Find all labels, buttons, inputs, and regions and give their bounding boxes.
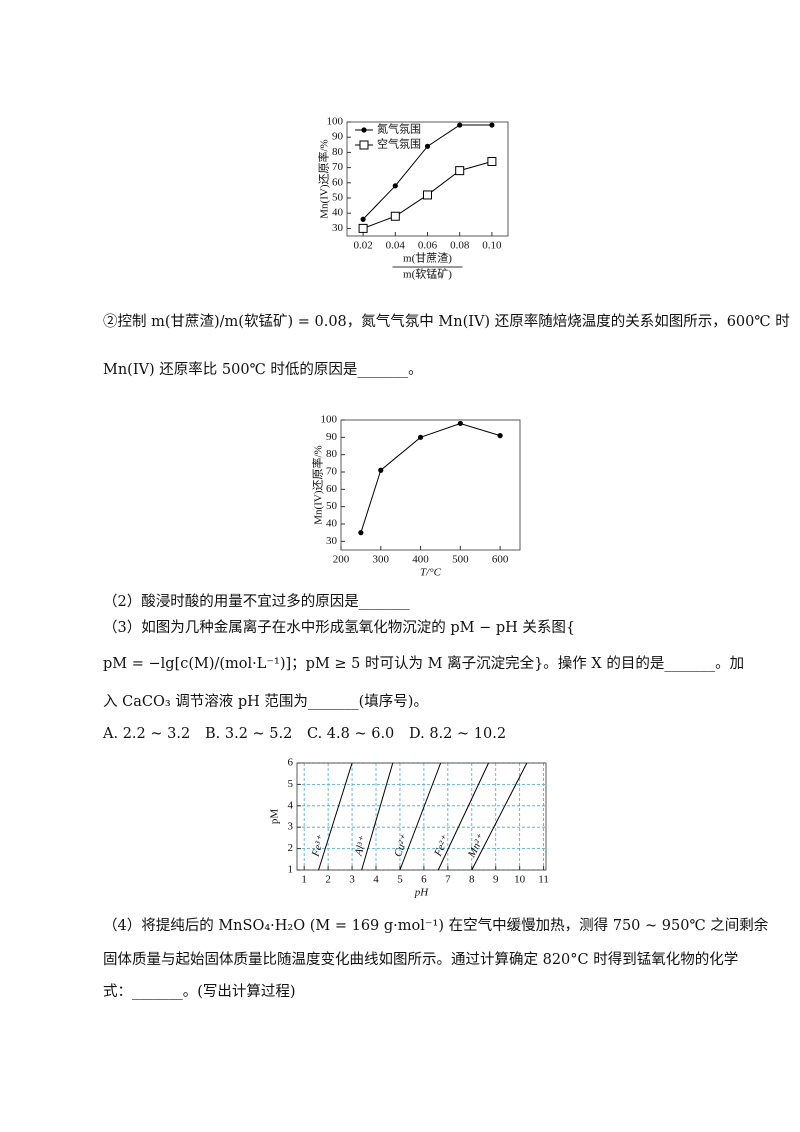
x-tick-label: 0.08 [450,240,470,252]
x-tick-label: 7 [445,874,451,886]
x-tick-label: 0.02 [353,240,372,252]
y-tick-label: 2 [288,842,294,854]
x-tick-label: 500 [452,554,469,566]
marker [424,143,431,149]
marker [457,420,463,427]
legend-label: 氮气氛围 [377,122,421,136]
x-tick-label: 4 [373,874,379,886]
legend-label: 空气氛围 [377,137,421,151]
plot-frame [340,419,521,551]
x-tick-label: 9 [493,874,499,886]
y-tick-label: 60 [326,483,338,495]
y-tick-label: 70 [332,161,344,173]
x-axis-label: T/°C [420,567,442,579]
x-tick-label: 3 [349,874,355,886]
y-tick-label: 6 [288,757,294,769]
x-tick-label: 10 [514,874,526,886]
question: 入 CaCO₃ 调节溶液 pH 范围为_______(填序号)。 [103,694,428,710]
x-tick-label: 600 [492,554,509,566]
option: D. 8.2 ~ 10.2 [409,726,507,742]
question: pM = −lg[c(M)/(mol·L⁻¹)]；pM ≥ 5 时可认为 M 离… [103,656,745,672]
marker [497,433,503,439]
y-axis-label: pM [269,809,281,825]
x-tick-label: 400 [412,554,429,566]
data-line [318,762,353,871]
data-line [471,762,528,871]
data-line [360,422,501,533]
question: （3）如图为几种金属离子在水中形成氢氧化物沉淀的 pM − pH 关系图{ [103,620,576,636]
y-tick-label: 5 [288,778,294,790]
y-tick-label: 80 [332,146,344,158]
question: 固体质量与起始固体质量比随温度变化曲线如图所示。通过计算确定 820°C 时得到… [103,952,739,968]
x-tick-label: 2 [325,874,331,886]
marker [489,122,495,128]
marker [487,157,497,167]
series-label: Fe³⁺ [309,834,327,859]
series-label: Al³⁺ [352,834,369,858]
marker [417,434,424,440]
x-axis-label: m(甘蔗渣) [403,251,452,265]
marker [392,183,398,189]
marker [423,190,432,200]
y-tick-label: 80 [326,448,338,460]
y-tick-label: 100 [327,116,344,128]
y-tick-label: 40 [326,518,338,530]
legend-marker [359,140,369,150]
x-tick-label: 6 [421,874,427,886]
series-label: Cu²⁺ [392,833,411,859]
y-axis-label: Mn(IV)还原率/% [317,139,331,218]
y-tick-label: 90 [326,431,338,443]
y-tick-label: 30 [332,222,344,234]
marker [360,216,366,222]
plot-frame [296,762,547,871]
y-tick-label: 30 [326,535,338,547]
x-tick-label: 8 [469,874,475,886]
y-tick-label: 40 [332,207,344,219]
marker [378,467,384,473]
marker [358,530,364,536]
data-line [437,762,489,871]
marker [390,211,400,221]
question: （2）酸浸时酸的用量不宜过多的原因是_______ [103,594,410,610]
y-tick-label: 90 [332,131,344,143]
question: （4）将提纯后的 MnSO₄·H₂O (M = 169 g·mol⁻¹) 在空气… [103,918,769,934]
y-tick-label: 100 [321,414,338,426]
x-tick-label: 1 [301,874,307,886]
legend-marker [361,127,367,133]
y-tick-label: 3 [288,821,294,833]
y-tick-label: 50 [326,500,338,512]
option: A. 2.2 ~ 3.2 [103,726,191,742]
marker [358,223,368,233]
y-tick-label: 70 [326,466,338,478]
data-line [361,762,394,871]
x-tick-label: 0.06 [418,240,438,252]
x-axis-label: m(软锰矿) [403,267,452,281]
x-tick-label: 300 [373,554,390,566]
y-tick-label: 4 [288,799,294,811]
y-tick-label: 1 [288,864,294,876]
y-tick-label: 50 [332,192,344,204]
y-tick-label: 60 [332,176,344,188]
paragraph: ②控制 m(甘蔗渣)/m(软锰矿) = 0.08，氮气气氛中 Mn(IV) 还原… [103,314,790,330]
x-tick-label: 0.04 [386,240,406,252]
paragraph: Mn(IV) 还原率比 500℃ 时低的原因是_______。 [103,362,423,378]
y-axis-label: Mn(IV)还原率/% [311,445,325,524]
option: C. 4.8 ~ 6.0 [307,726,395,742]
question: 式：_______。(写出计算过程) [103,984,296,1000]
marker [455,166,465,176]
option: B. 3.2 ~ 5.2 [205,726,293,742]
x-axis-label: pH [414,887,430,899]
x-tick-label: 0.10 [482,240,502,252]
marker [457,122,463,128]
x-tick-label: 5 [397,874,403,886]
x-tick-label: 11 [538,874,549,886]
plot-frame [346,121,509,237]
x-tick-label: 200 [333,554,350,566]
data-line [399,762,442,871]
